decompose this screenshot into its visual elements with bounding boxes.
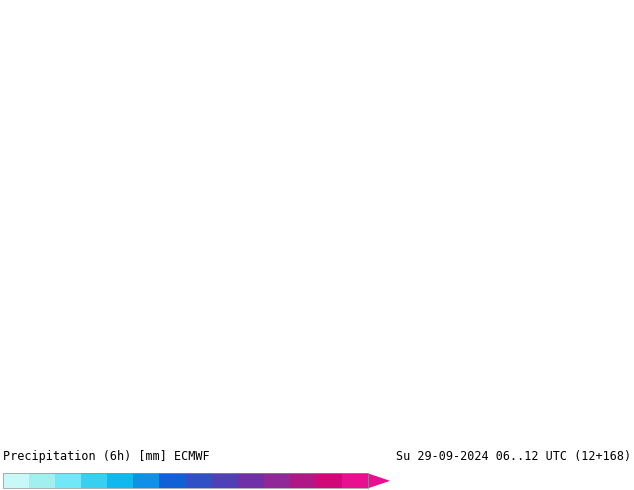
Bar xyxy=(264,473,290,489)
Bar xyxy=(29,473,55,489)
Bar xyxy=(81,473,107,489)
Bar xyxy=(186,473,212,489)
Bar xyxy=(290,473,316,489)
Bar xyxy=(3,473,368,489)
Bar xyxy=(133,473,160,489)
Bar xyxy=(107,473,133,489)
Bar xyxy=(316,473,342,489)
Bar xyxy=(55,473,81,489)
Text: Precipitation (6h) [mm] ECMWF: Precipitation (6h) [mm] ECMWF xyxy=(3,450,210,463)
Bar xyxy=(238,473,264,489)
Text: Su 29-09-2024 06..12 UTC (12+168): Su 29-09-2024 06..12 UTC (12+168) xyxy=(396,450,631,463)
Bar xyxy=(342,473,368,489)
Bar xyxy=(160,473,186,489)
Polygon shape xyxy=(368,473,390,489)
Bar xyxy=(212,473,238,489)
Bar xyxy=(3,473,29,489)
